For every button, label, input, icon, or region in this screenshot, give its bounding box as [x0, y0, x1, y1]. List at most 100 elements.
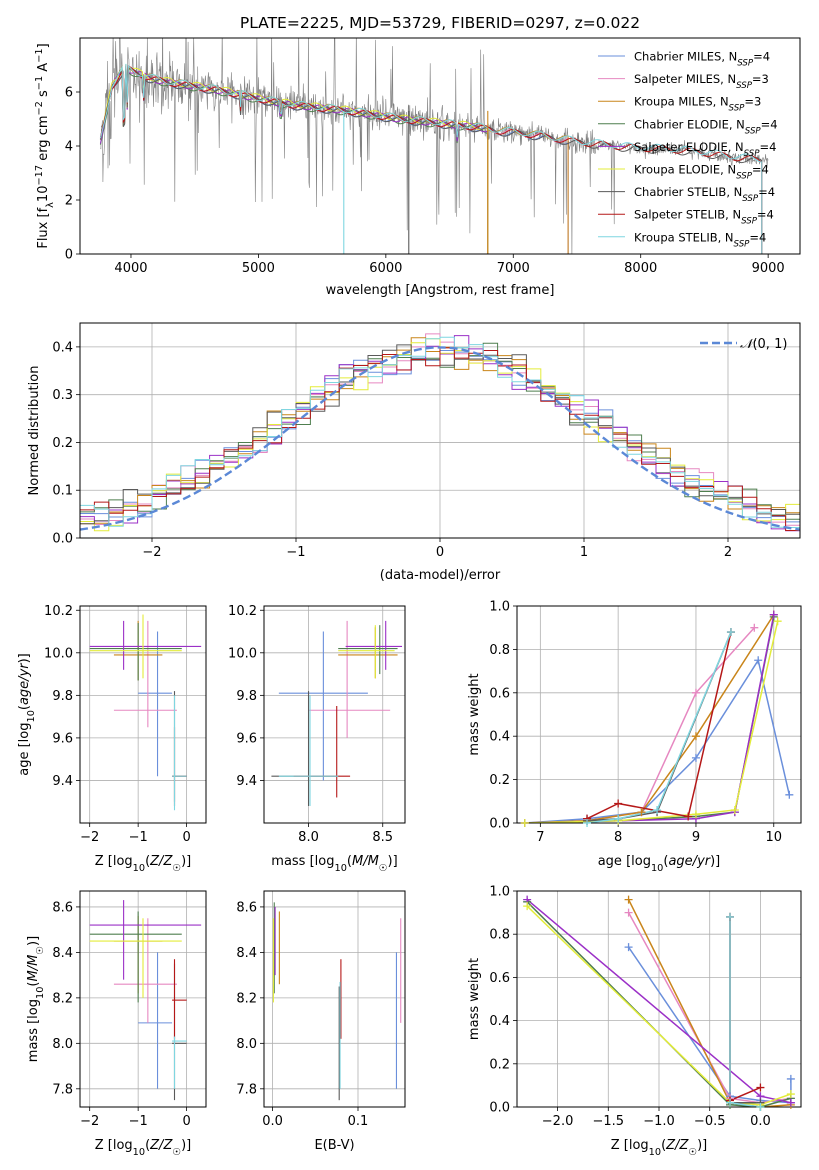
text-span: ( — [145, 1138, 150, 1153]
x-axis-label: Z [log10(Z/Z☉)] — [95, 1138, 192, 1158]
text-span: =4 — [761, 117, 778, 131]
text-span: 10 — [651, 863, 663, 874]
text-span: E(B-V) — [314, 1138, 354, 1153]
legend-entry: Chabrier ELODIE, NSSP=4 — [634, 117, 778, 136]
y-tick-label: 10.0 — [44, 646, 73, 661]
text-span: 10 — [36, 186, 51, 203]
text-span: erg cm — [36, 115, 51, 164]
x-tick-label: 8.5 — [372, 830, 393, 845]
y-axis-label: Normed distribution — [27, 366, 42, 496]
x-tick-label: 0 — [436, 545, 444, 560]
x-tick-label: 1 — [580, 545, 588, 560]
text-span: =4 — [752, 163, 769, 177]
x-tick-label: 10 — [765, 830, 782, 845]
x-tick-label: −2.0 — [542, 1114, 574, 1129]
plot-area-residuals — [80, 333, 800, 532]
x-tick-label: 7 — [536, 830, 544, 845]
weight-line-salpeter-miles — [627, 912, 792, 1104]
text-span: =3 — [744, 95, 761, 109]
text-span: 10 — [133, 863, 145, 874]
x-axis-label: Z [log10(Z/Z☉)] — [611, 1138, 708, 1158]
y-tick-label: 2 — [65, 194, 73, 209]
text-span: SSP — [744, 149, 761, 159]
legend-entry: Salpeter STELIB, NSSP=4 — [634, 208, 774, 227]
axes-frame — [79, 322, 801, 539]
text-span: SSP — [737, 59, 754, 69]
normal-curve — [80, 346, 800, 531]
x-tick-label: −1 — [129, 1114, 148, 1129]
y-tick-label: 9.6 — [236, 731, 257, 746]
text-span: 10 — [26, 710, 37, 722]
x-tick-label: 0.0 — [262, 1114, 283, 1129]
text-span: ( — [661, 1138, 666, 1153]
weight-marker — [691, 732, 700, 741]
y-tick-label: 0.6 — [489, 686, 510, 701]
text-span: ☉ — [172, 1147, 181, 1158]
weight-line-kroupa-stelib — [586, 631, 732, 823]
x-axis-label: wavelength [Angstrom, rest frame] — [326, 283, 555, 298]
legend-entry: Kroupa MILES, NSSP=3 — [634, 95, 761, 114]
text-span: SSP — [741, 217, 758, 227]
y-tick-label: 10.2 — [44, 604, 73, 619]
text-span: age [log — [17, 723, 32, 776]
x-axis-label: E(B-V) — [314, 1138, 354, 1153]
y-tick-label: 1.0 — [489, 600, 510, 615]
y-tick-label: 9.6 — [52, 731, 73, 746]
y-tick-label: 8.6 — [236, 900, 257, 915]
text-span: 10 — [334, 863, 346, 874]
x-tick-label: 8 — [614, 830, 622, 845]
axes-weight_vs_Z: −2.0 −1.5 −1.0 −0.5 0.0 0.0 0.2 0.4 0.6 0.8 1.0 Z [… — [467, 885, 802, 1158]
text-span: )] — [697, 1138, 707, 1153]
text-span: mass [log — [271, 854, 334, 869]
weight-line-salpeter-stelib — [729, 916, 761, 1102]
plot-area-spectrum — [99, 38, 769, 254]
text-span: ☉ — [379, 863, 388, 874]
legend-entry: Kroupa ELODIE, NSSP=4 — [634, 163, 769, 182]
text-span: Chabrier STELIB, N — [634, 185, 742, 199]
text-span: Chabrier MILES, N — [634, 50, 737, 64]
text-span: ( — [17, 705, 32, 710]
text-span: 10 — [35, 987, 46, 999]
text-span: )] — [181, 1138, 191, 1153]
y-tick-label: 8.0 — [236, 1037, 257, 1052]
text-span: =4 — [759, 140, 776, 154]
weight-marker — [583, 819, 592, 827]
legend-entry: Chabrier STELIB, NSSP=4 — [634, 185, 775, 204]
text-span: (0, 1) — [752, 337, 787, 352]
axes-frame — [79, 37, 801, 255]
y-tick-label: 7.8 — [52, 1082, 73, 1097]
weight-marker — [786, 1090, 795, 1099]
weight-marker — [684, 812, 693, 821]
text-span: Z [log — [95, 1138, 133, 1153]
weight-line-kroupa-elodie — [524, 621, 779, 823]
x-tick-label: −1 — [286, 545, 305, 560]
y-tick-label: 9.4 — [236, 774, 257, 789]
y-axis-label: mass weight — [467, 958, 482, 1040]
weight-marker — [750, 623, 759, 632]
y-tick-label: 9.8 — [52, 689, 73, 704]
axes-mass_vs_EBV: 0.0 0.1 7.8 8.0 8.2 8.4 8.6 E(B-V) — [236, 890, 406, 1153]
y-tick-label: 8.0 — [52, 1037, 73, 1052]
text-span: Z/Z — [665, 1138, 689, 1153]
text-span: =4 — [749, 230, 766, 244]
text-span: Salpeter STELIB, N — [634, 208, 741, 222]
axes-spectrum: 4000 5000 6000 7000 8000 9000 0 2 4 6 wavelength [… — [34, 37, 801, 298]
weight-marker — [769, 610, 778, 619]
text-span: ( — [145, 854, 150, 869]
figure-title: PLATE=2225, MJD=53729, FIBERID=0297, z=0… — [240, 14, 640, 32]
text-span: Kroupa MILES, N — [634, 95, 729, 109]
y-tick-label: 8.4 — [52, 946, 73, 961]
text-span: 10 — [133, 1147, 145, 1158]
text-span: age [log — [598, 854, 651, 869]
text-span: =3 — [752, 72, 769, 86]
text-span: ( — [26, 982, 41, 987]
text-span: Z/Z — [149, 1138, 173, 1153]
x-tick-label: 9 — [692, 830, 700, 845]
y-tick-label: 0.2 — [52, 436, 73, 451]
y-tick-label: 6 — [65, 86, 73, 101]
y-tick-label: 0.2 — [489, 773, 510, 788]
y-tick-label: 9.8 — [236, 689, 257, 704]
text-span: s — [36, 90, 51, 101]
